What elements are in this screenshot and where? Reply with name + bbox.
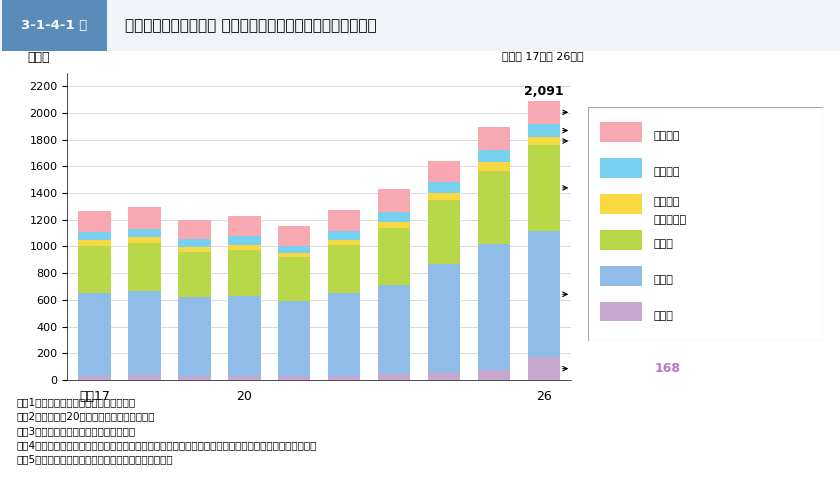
Bar [600,194,642,214]
Bar [129,243,160,291]
Bar [228,216,260,236]
Bar [328,245,360,293]
Bar [278,301,311,376]
Bar [178,252,211,297]
Text: 学生・生徒: 学生・生徒 [654,215,687,225]
Bar [129,237,160,243]
Bar [328,210,360,231]
Bar [178,239,211,247]
Bar [478,244,510,370]
Bar [478,127,510,150]
Bar [600,122,642,142]
Bar [178,220,211,239]
Bar [228,250,260,296]
Bar [78,232,111,240]
Text: 小学生: 小学生 [654,311,674,321]
Bar [528,124,560,137]
Bar [600,158,642,178]
Text: 注　1　警察庁生活安全局の資料による。
　　2　検挙時に20歳以上であった者を除く。
　　3　犯行時の就学・就労状況による。
　　4　一つの事件に複数の者が関与: 注 1 警察庁生活安全局の資料による。 2 検挙時に20歳以上であった者を除く。… [17,397,318,465]
Bar [600,266,642,285]
Text: 171: 171 [654,106,680,119]
Bar [178,376,211,380]
Bar [328,293,360,375]
Bar [328,231,360,240]
Text: 中学生: 中学生 [654,275,674,285]
Bar [278,376,311,380]
Bar [478,171,510,244]
Bar [600,230,642,249]
Bar [78,376,111,380]
Bar [378,374,410,380]
Bar [478,370,510,380]
Bar [2,0,107,51]
Text: 648: 648 [654,181,680,194]
Bar [428,193,460,200]
Bar [129,206,160,228]
Bar [228,296,260,375]
Bar [129,228,160,237]
Bar [528,357,560,380]
Text: （平成 17年～ 26年）: （平成 17年～ 26年） [502,51,584,61]
Text: 3-1-4-1 図: 3-1-4-1 図 [21,19,87,32]
Bar [228,236,260,244]
Bar [378,188,410,212]
Text: 有職少年: 有職少年 [654,167,680,177]
Text: 947: 947 [654,288,680,301]
Bar [78,245,111,294]
Text: 168: 168 [654,362,680,375]
Bar [328,375,360,380]
Text: 55: 55 [654,134,672,148]
Bar [378,284,410,374]
Bar [428,264,460,373]
Bar [428,200,460,264]
Bar [78,294,111,376]
Bar [528,145,560,231]
Bar [528,101,560,124]
Bar [178,297,211,376]
Bar [378,212,410,222]
Text: 少年による家庭内暴力 認知件数の推移（就学・就労状況別）: 少年による家庭内暴力 認知件数の推移（就学・就労状況別） [125,18,376,33]
Bar [378,222,410,227]
Bar [600,302,642,321]
Text: 102: 102 [654,124,680,137]
Bar [278,245,311,253]
Text: 高校生: 高校生 [654,239,674,249]
Bar [278,258,311,301]
Bar [428,161,460,182]
Text: 無職少年: 無職少年 [654,131,680,141]
Bar [278,253,311,258]
Text: 2,091: 2,091 [524,85,564,97]
Bar [129,375,160,380]
Bar [478,162,510,171]
Bar [129,291,160,375]
Bar [228,375,260,380]
Bar [528,137,560,145]
Bar [478,150,510,162]
Bar [228,244,260,250]
Bar [278,226,311,245]
Text: （件）: （件） [27,51,50,64]
Bar [78,211,111,232]
Bar [428,182,460,193]
Bar [528,231,560,357]
Bar [178,247,211,252]
Bar [428,373,460,380]
Text: その他の: その他の [654,197,680,207]
Bar [78,240,111,245]
Bar [378,227,410,284]
Bar [328,240,360,245]
